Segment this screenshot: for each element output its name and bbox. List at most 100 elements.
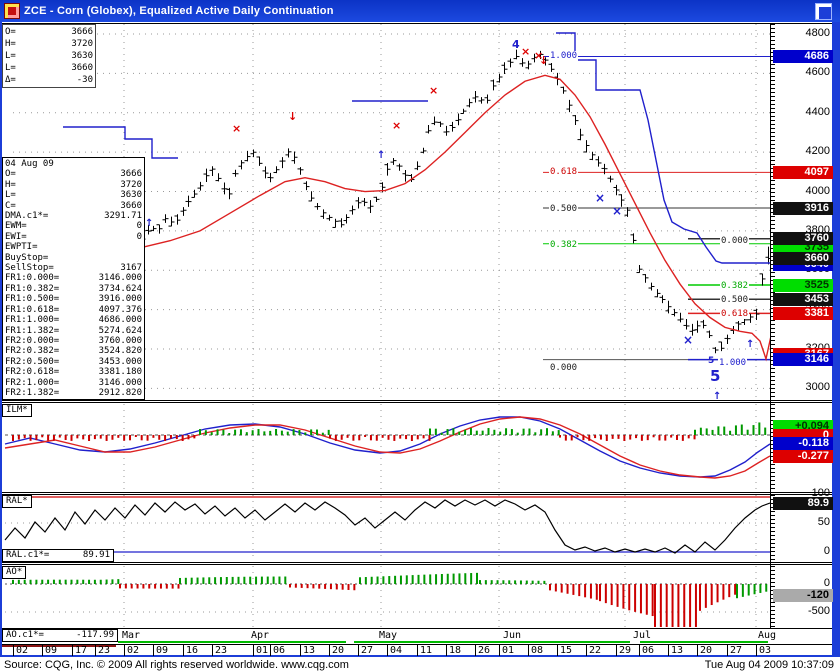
ral-value-label: RAL.c1*= — [6, 550, 50, 560]
date-label[interactable]: 06 — [270, 645, 285, 656]
ilm-panel-label: ILM* — [2, 404, 32, 417]
fib-level-label: 0.500 — [549, 204, 579, 214]
quote-overlay: O= 3666 H= 3720 L= 3630 L= 3660 Δ= -30 — [2, 24, 96, 88]
date-label[interactable]: 09 — [42, 645, 57, 656]
ral-tick: 0 — [823, 545, 830, 557]
price-badge: 3146 — [773, 353, 833, 366]
study-row: FR2:0.382= 3524.820 — [5, 346, 142, 357]
wave-marker: × — [683, 333, 694, 347]
date-label[interactable]: 01 — [499, 645, 514, 656]
wave-marker: ↑ — [713, 391, 722, 402]
wave-marker: ↓ — [288, 110, 298, 123]
date-label[interactable]: 01 — [253, 645, 268, 656]
date-label[interactable]: 17 — [72, 645, 87, 656]
fib-level-label: 0.618 — [549, 167, 579, 177]
date-label[interactable]: 02 — [124, 645, 139, 656]
date-label[interactable]: 22 — [586, 645, 601, 656]
ral-tick: 100 — [811, 487, 830, 499]
wave-marker: ↑ — [746, 339, 755, 350]
price-axis-ticks — [770, 24, 775, 400]
month-underline — [118, 641, 346, 643]
ral-axis-ticks — [770, 495, 775, 561]
ao-panel-bottom — [2, 628, 832, 629]
study-row: DMA.c1*= 3291.71 — [5, 211, 142, 222]
status-bar: Source: CQG, Inc. © 2009 All rights rese… — [0, 657, 840, 672]
ao-panel — [5, 566, 770, 627]
study-row: L= 3630 — [5, 190, 142, 201]
price-badge: 4097 — [773, 166, 833, 179]
date-label[interactable]: 09 — [153, 645, 168, 656]
fib-level-label: 0.618 — [720, 309, 750, 319]
date-label[interactable]: 13 — [300, 645, 315, 656]
wave-marker: × — [534, 49, 544, 62]
date-label[interactable]: 26 — [475, 645, 490, 656]
app-icon — [4, 3, 20, 19]
ilm-badge: -0.118 — [773, 437, 833, 450]
price-tick: 4400 — [805, 106, 830, 118]
wave-marker: × — [392, 119, 402, 132]
price-badge: 3381 — [773, 307, 833, 320]
quote-row: Δ= -30 — [5, 75, 93, 85]
price-tick: 4000 — [805, 185, 830, 197]
ao-tick: 0 — [823, 577, 830, 589]
date-label[interactable]: 13 — [668, 645, 683, 656]
date-label[interactable]: 06 — [639, 645, 654, 656]
date-label[interactable]: 08 — [528, 645, 543, 656]
study-row: O= 3666 — [5, 169, 142, 180]
quote-row: L= 3660 — [5, 63, 93, 73]
date-label[interactable]: 03 — [756, 645, 771, 656]
date-label[interactable]: 11 — [417, 645, 432, 656]
clock-text: Tue Aug 04 2009 10:37:09 — [704, 659, 834, 671]
date-label[interactable]: 04 — [387, 645, 402, 656]
month-label: Jun — [503, 630, 522, 641]
window-titlebar[interactable]: ZCE - Corn (Globex), Equalized Active Da… — [0, 0, 840, 22]
price-tick: 4600 — [805, 66, 830, 78]
date-label[interactable]: 27 — [358, 645, 373, 656]
ilm-panel-top — [2, 402, 832, 403]
month-underline — [354, 641, 630, 643]
wave-marker: ↑ — [377, 150, 386, 161]
ral-panel-top-a — [2, 492, 832, 493]
ao-badge: -120 — [773, 589, 833, 602]
date-label[interactable]: 16 — [183, 645, 198, 656]
wave-marker: × — [232, 122, 242, 135]
date-label[interactable]: 29 — [616, 645, 631, 656]
ral-badge: 89.9 — [773, 497, 833, 510]
wave-marker: 5 — [710, 367, 721, 385]
ao-value-box: AO.c1*= -117.99 — [2, 629, 118, 642]
quote-row: L= 3630 — [5, 51, 93, 61]
chart-top-border — [2, 23, 832, 24]
ral-panel-label: RAL* — [2, 495, 32, 508]
wave-marker: × — [612, 204, 623, 218]
blue-stop-line — [63, 32, 770, 264]
study-date: 04 Aug 09 — [5, 159, 54, 169]
study-row: FR1:0.382= 3734.624 — [5, 283, 142, 294]
date-label[interactable]: 18 — [446, 645, 461, 656]
red-ma-line — [12, 74, 770, 362]
study-row: FR1:0.000= 3146.000 — [5, 273, 142, 284]
date-label[interactable]: 27 — [727, 645, 742, 656]
price-badge: 3760 — [773, 232, 833, 245]
study-row: FR1:1.000= 4686.000 — [5, 315, 142, 326]
study-row: FR1:0.500= 3916.000 — [5, 294, 142, 305]
fib-level-label: 0.382 — [549, 240, 579, 250]
date-label[interactable]: 23 — [95, 645, 110, 656]
main-panel-bottom — [2, 400, 832, 401]
date-label[interactable]: 15 — [557, 645, 572, 656]
window-left-border — [0, 22, 2, 672]
price-tick: 4800 — [805, 27, 830, 39]
wave-marker: ↓ — [539, 54, 549, 67]
price-badge: 3525 — [773, 279, 833, 292]
price-badge: 4686 — [773, 50, 833, 63]
date-label[interactable]: 20 — [697, 645, 712, 656]
date-label[interactable]: 23 — [212, 645, 227, 656]
titlebar-button-icon[interactable] — [815, 3, 832, 20]
wave-marker: 4 — [512, 38, 520, 51]
date-label[interactable]: 02 — [13, 645, 28, 656]
window-right-border — [832, 22, 840, 656]
month-underline — [640, 641, 768, 643]
date-label[interactable]: 20 — [329, 645, 344, 656]
month-label: Jul — [633, 630, 652, 641]
ao-tick: -500 — [807, 605, 830, 617]
